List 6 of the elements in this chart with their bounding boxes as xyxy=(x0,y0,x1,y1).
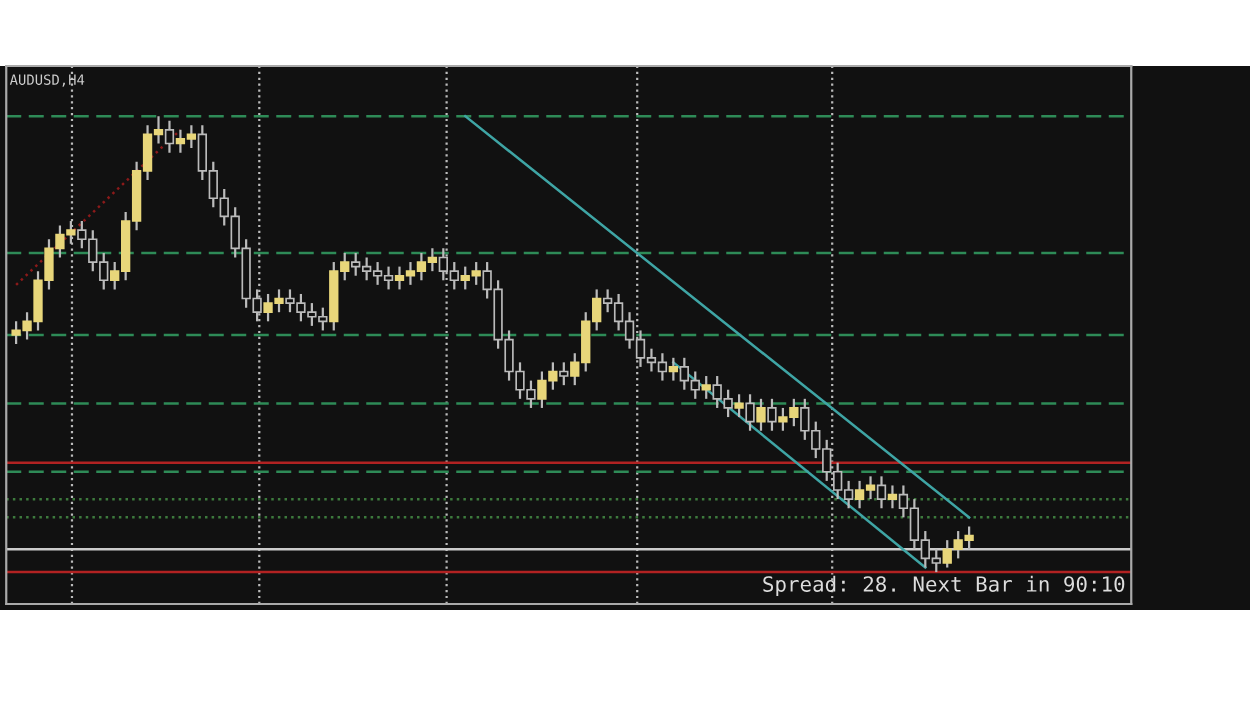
candlestick xyxy=(876,475,887,510)
candlestick xyxy=(767,397,777,432)
candlestick xyxy=(164,119,175,154)
text: Spread: 28. Next Bar in 90:10 xyxy=(763,575,1125,596)
candlestick xyxy=(745,393,755,432)
candlestick xyxy=(559,361,569,387)
